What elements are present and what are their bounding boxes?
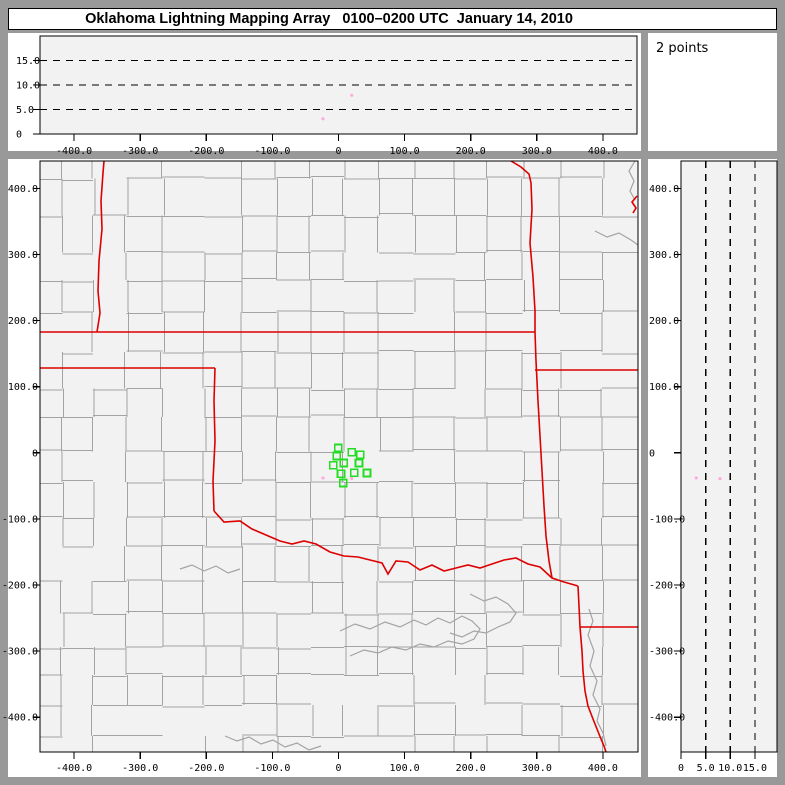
ns-altitude-plot[interactable]: -400.0 -300.0 -200.0 -100.0 0 100.0 200.0 300.0… [648,159,778,777]
svg-text:-100.0: -100.0 [2,514,38,525]
svg-text:0: 0 [335,146,341,157]
svg-text:-200.0: -200.0 [188,763,224,774]
svg-text:-300.0: -300.0 [122,146,158,157]
svg-text:-200.0: -200.0 [188,146,224,157]
svg-text:-300.0: -300.0 [122,763,158,774]
svg-text:-200.0: -200.0 [2,581,38,592]
ew-altitude-panel: 0 5.0 10.0 15.0 -400.0 -300.0 -200.0 -100.0 0 100… [8,33,641,157]
svg-text:-100.0: -100.0 [254,763,290,774]
svg-text:300.0: 300.0 [8,250,38,261]
svg-text:0: 0 [678,763,684,774]
svg-text:400.0: 400.0 [588,146,618,157]
svg-text:100.0: 100.0 [8,382,38,393]
svg-text:0: 0 [335,763,341,774]
page-title: Oklahoma Lightning Mapping Array 0100–02… [85,11,573,27]
svg-text:-400.0: -400.0 [2,713,38,724]
svg-text:300.0: 300.0 [522,146,552,157]
plan-view-map[interactable]: -400.0 -300.0 -200.0 -100.0 0 100.0 200.0 300.0… [2,159,641,777]
source-count-label: 2 points [656,41,709,56]
ew-altitude-plot[interactable]: 0 5.0 10.0 15.0 -400.0 -300.0 -200.0 -100.0 0 100… [8,33,641,157]
state-borders-layer [40,161,638,752]
ns-altitude-panel: -400.0 -300.0 -200.0 -100.0 0 100.0 200.0 300.0… [648,159,778,777]
svg-text:15.0: 15.0 [16,56,40,67]
svg-text:100.0: 100.0 [649,382,679,393]
county-lines-layer [40,161,638,752]
svg-text:-100.0: -100.0 [254,146,290,157]
svg-text:-400.0: -400.0 [649,713,685,724]
right-sources-layer [694,476,722,481]
svg-text:200.0: 200.0 [456,146,486,157]
svg-text:400.0: 400.0 [649,184,679,195]
svg-text:0: 0 [32,448,38,459]
svg-text:10.0: 10.0 [16,81,40,92]
plan-view-panel: -400.0 -300.0 -200.0 -100.0 0 100.0 200.0 300.0… [2,159,641,777]
lma-stations-layer [328,443,372,488]
svg-text:100.0: 100.0 [390,763,420,774]
svg-text:-400.0: -400.0 [56,146,92,157]
svg-text:300.0: 300.0 [649,250,679,261]
title-bar: Oklahoma Lightning Mapping Array 0100–02… [8,8,777,30]
svg-text:0: 0 [649,448,655,459]
svg-text:-300.0: -300.0 [2,647,38,658]
source-count-panel: 2 points [648,33,777,151]
svg-text:10.0: 10.0 [718,763,742,774]
svg-text:5.0: 5.0 [16,105,34,116]
svg-text:400.0: 400.0 [8,184,38,195]
svg-text:200.0: 200.0 [649,316,679,327]
svg-text:5.0: 5.0 [697,763,715,774]
svg-text:100.0: 100.0 [390,146,420,157]
svg-text:-400.0: -400.0 [56,763,92,774]
map-sources-layer [321,476,354,481]
svg-text:300.0: 300.0 [522,763,552,774]
top-sources-layer [321,93,354,121]
svg-text:-200.0: -200.0 [649,581,685,592]
svg-text:15.0: 15.0 [743,763,767,774]
svg-text:0: 0 [16,130,22,141]
svg-text:400.0: 400.0 [588,763,618,774]
svg-text:-100.0: -100.0 [649,514,685,525]
svg-text:200.0: 200.0 [8,316,38,327]
svg-text:200.0: 200.0 [456,763,486,774]
svg-text:-300.0: -300.0 [649,647,685,658]
rivers-layer [179,161,638,751]
